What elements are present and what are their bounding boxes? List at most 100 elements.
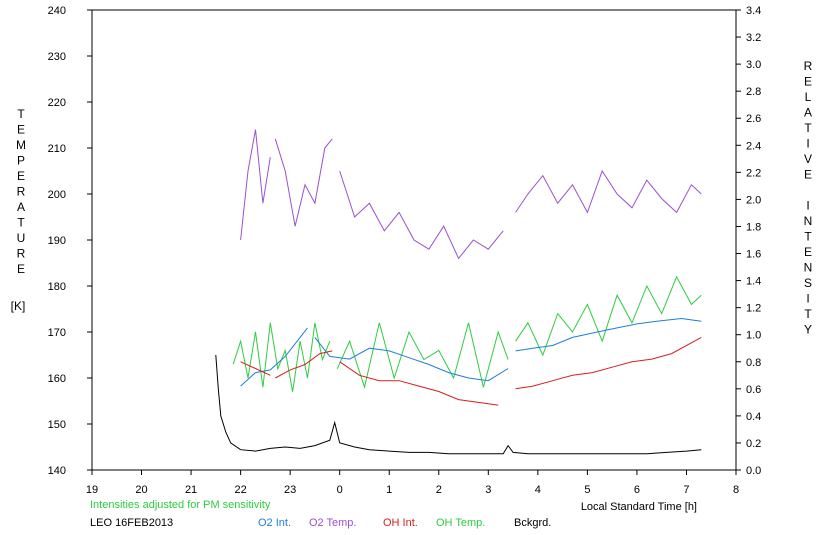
- right-axis-letter: I: [806, 199, 809, 213]
- right-tick-label: 0.8: [746, 357, 761, 369]
- left-tick-label: 160: [48, 373, 66, 385]
- series-line-o2-temp: [339, 170, 504, 260]
- right-axis-letter: N: [804, 261, 813, 275]
- x-axis-label: Local Standard Time [h]: [581, 501, 697, 513]
- bottom-tick-label: 22: [234, 484, 246, 496]
- left-axis-letter: M: [16, 138, 26, 152]
- right-tick-label: 0.2: [746, 438, 761, 450]
- right-axis-letter: A: [804, 106, 812, 120]
- left-axis-unit: [K]: [11, 299, 26, 313]
- bottom-tick-label: 2: [436, 484, 442, 496]
- series-line-o2-int: [240, 327, 308, 387]
- left-tick-label: 180: [48, 281, 66, 293]
- right-tick-label: 2.8: [746, 86, 761, 98]
- right-axis-letter: I: [806, 137, 809, 151]
- bottom-tick-label: 8: [733, 484, 739, 496]
- left-axis-letter: R: [17, 247, 26, 261]
- right-axis-letter: E: [804, 75, 812, 89]
- right-axis-letter: T: [804, 307, 812, 321]
- left-tick-label: 220: [48, 97, 66, 109]
- left-axis-letter: P: [17, 154, 25, 168]
- left-tick-label: 170: [48, 327, 66, 339]
- left-tick-label: 240: [48, 5, 66, 17]
- left-axis-letter: E: [17, 262, 25, 276]
- right-tick-label: 3.0: [746, 59, 761, 71]
- right-axis-letter: E: [804, 168, 812, 182]
- legend-entry: OH Int.: [383, 517, 418, 529]
- series-layer: [215, 129, 702, 455]
- right-axis-letter: E: [804, 245, 812, 259]
- bottom-tick-label: 7: [683, 484, 689, 496]
- legend: O2 Int. O2 Temp. OH Int. OH Temp. Bckgrd.: [258, 517, 551, 529]
- left-tick-label: 150: [48, 419, 66, 431]
- right-axis-letter: T: [804, 230, 812, 244]
- right-axis-letter: R: [804, 59, 813, 73]
- series-line-oh-int: [515, 336, 702, 390]
- right-tick-label: 1.0: [746, 330, 761, 342]
- right-tick-label: 1.4: [746, 276, 761, 288]
- right-tick-label: 0.6: [746, 384, 761, 396]
- left-axis-letter: E: [17, 123, 25, 137]
- left-axis-letter: E: [17, 169, 25, 183]
- right-axis-ticks: 0.0 0.2 0.4 0.6 0.8 1.0 1.2 1.4 1.6 1.8 2.0 2.2 2.4 2…: [736, 5, 761, 477]
- series-line-o2-temp: [515, 169, 702, 214]
- adjusted-note: Intensities adjusted for PM sensitivity: [90, 499, 271, 511]
- legend-entry: Bckgrd.: [514, 517, 551, 529]
- bottom-tick-label: 20: [135, 484, 147, 496]
- series-line-o2-temp: [274, 138, 333, 227]
- series-line-oh-int: [240, 361, 271, 376]
- bottom-tick-label: 23: [284, 484, 296, 496]
- right-tick-label: 3.2: [746, 32, 761, 44]
- bottom-tick-label: 5: [584, 484, 590, 496]
- left-axis-ticks: 140 150 160 170 180 190 200 210 220 230 240: [48, 5, 92, 477]
- series-line-oh-temp: [336, 322, 509, 390]
- left-tick-label: 210: [48, 143, 66, 155]
- right-tick-label: 2.2: [746, 167, 761, 179]
- left-axis-letter: R: [17, 185, 26, 199]
- right-axis-letter: S: [804, 276, 812, 290]
- bottom-tick-label: 6: [634, 484, 640, 496]
- bottom-tick-label: 0: [337, 484, 343, 496]
- left-axis-letter: U: [17, 231, 26, 245]
- right-axis-letter: I: [806, 292, 809, 306]
- right-axis-letter: T: [804, 121, 812, 135]
- bottom-tick-label: 1: [386, 484, 392, 496]
- right-tick-label: 3.4: [746, 5, 761, 17]
- left-tick-label: 230: [48, 51, 66, 63]
- series-line-o2-int: [314, 337, 509, 382]
- bottom-tick-label: 4: [535, 484, 541, 496]
- bottom-tick-label: 19: [86, 484, 98, 496]
- left-axis-letter: A: [17, 200, 25, 214]
- right-axis-letter: Y: [804, 323, 812, 337]
- series-line-oh-int: [275, 350, 333, 379]
- legend-entry: O2 Int.: [258, 517, 291, 529]
- right-axis-letter: L: [805, 90, 812, 104]
- left-tick-label: 190: [48, 235, 66, 247]
- series-line-oh-int: [339, 361, 499, 406]
- right-tick-label: 2.0: [746, 194, 761, 206]
- bottom-tick-label: 3: [485, 484, 491, 496]
- right-axis-letter: V: [804, 152, 812, 166]
- right-tick-label: 1.2: [746, 303, 761, 315]
- bottom-tick-label: 21: [185, 484, 197, 496]
- right-tick-label: 2.6: [746, 113, 761, 125]
- left-axis-letter: T: [17, 107, 25, 121]
- left-tick-label: 200: [48, 189, 66, 201]
- series-line-bckgrd: [215, 354, 702, 455]
- series-line-oh-temp: [515, 275, 702, 357]
- right-tick-label: 0.0: [746, 465, 761, 477]
- station-date: LEO 16FEB2013: [90, 517, 173, 529]
- left-axis-letter: T: [17, 216, 25, 230]
- right-tick-label: 1.8: [746, 221, 761, 233]
- right-tick-label: 2.4: [746, 140, 761, 152]
- series-line-o2-temp: [240, 129, 271, 241]
- bottom-axis-ticks: 19 20 21 22 23 0 1 2 3 4 5 6 7 8: [86, 470, 739, 496]
- right-tick-label: 1.6: [746, 249, 761, 261]
- right-axis-letter: N: [804, 214, 813, 228]
- legend-entry: O2 Temp.: [309, 517, 357, 529]
- legend-entry: OH Temp.: [436, 517, 485, 529]
- right-tick-label: 0.4: [746, 411, 761, 423]
